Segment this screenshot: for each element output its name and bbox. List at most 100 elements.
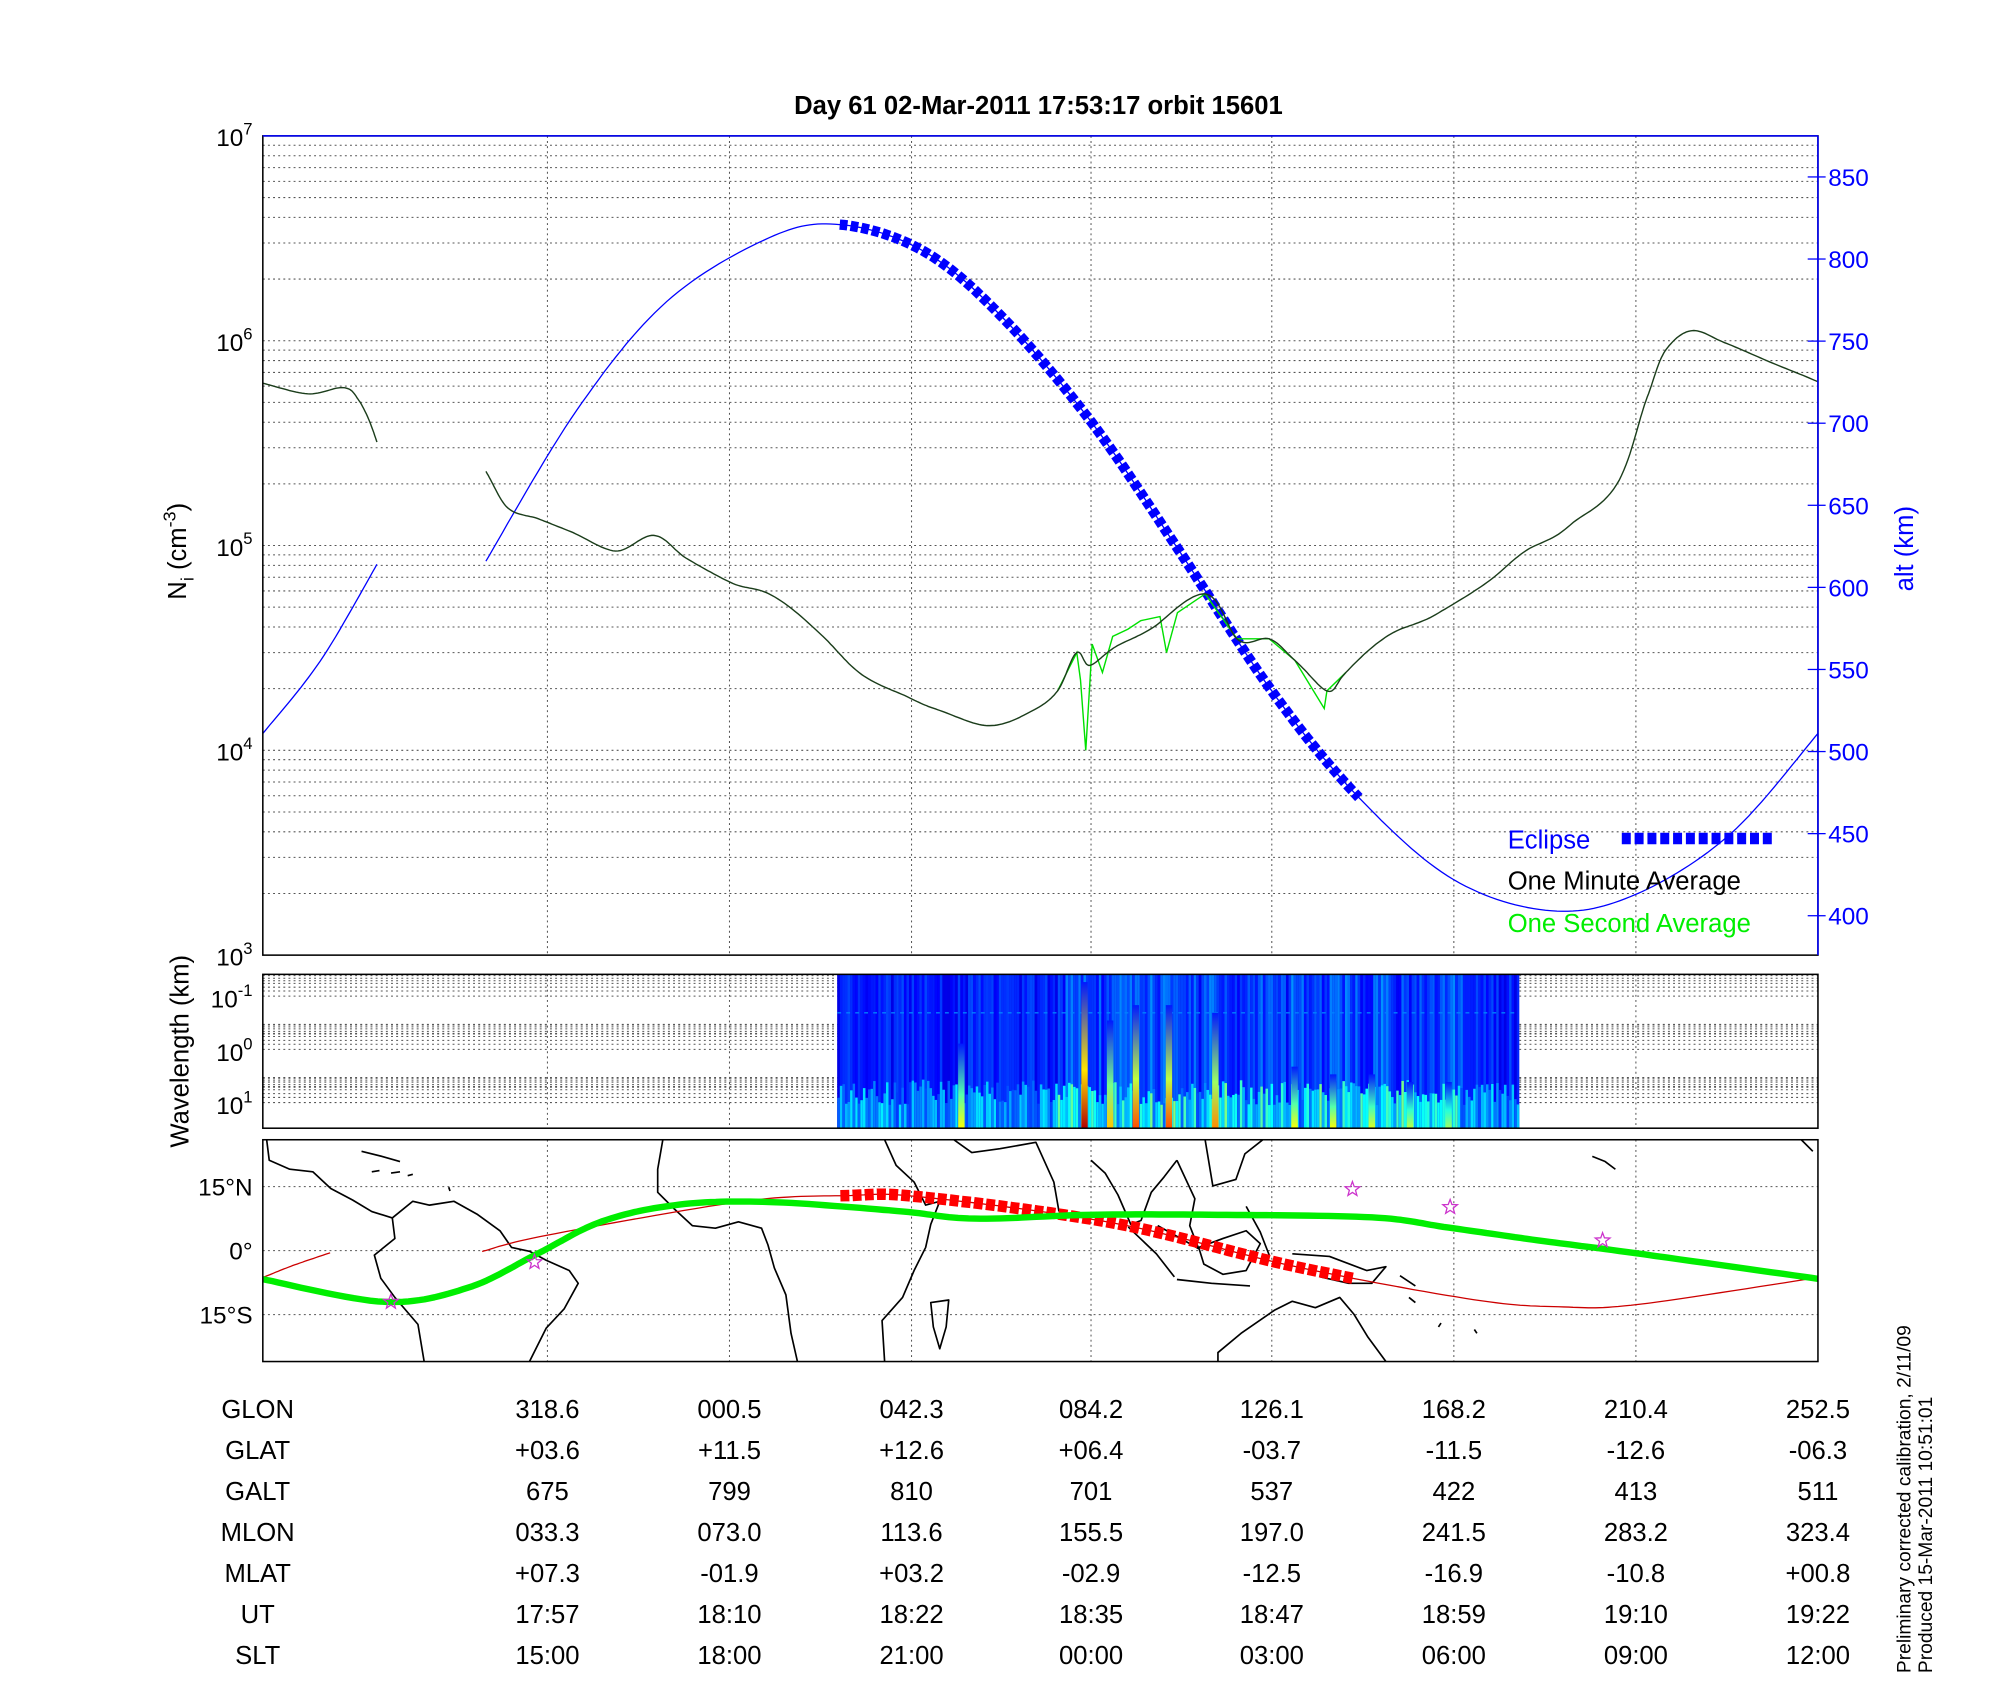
- altitude-line: [262, 564, 378, 734]
- coast-arabia: [953, 1139, 1060, 1212]
- spectrogram-burst: [1212, 1012, 1219, 1129]
- altitude-y-label: alt (km): [1891, 506, 1919, 591]
- tick-exponent: 3: [243, 939, 252, 958]
- green-track-line: [262, 1198, 1818, 1306]
- table-cell: 000.5: [697, 1396, 761, 1424]
- spectrogram-y-tick-label: 100: [216, 1034, 252, 1067]
- table-cell: 18:59: [1422, 1601, 1486, 1629]
- tick-base: 10: [216, 1040, 243, 1067]
- table-cell: 03:00: [1240, 1642, 1304, 1670]
- coast-north-america: [265, 1139, 393, 1219]
- table-cell: 06:00: [1422, 1642, 1486, 1670]
- table-cell: 17:57: [515, 1601, 579, 1629]
- table-cell: -12.5: [1243, 1560, 1301, 1588]
- table-row: UT 17:57 18:10 18:22 18:35 18:47 18:59 19:10 19:…: [241, 1601, 1850, 1629]
- table-row-label: GLAT: [225, 1437, 290, 1465]
- table-row-label: GALT: [225, 1478, 290, 1506]
- table-cell: 18:00: [697, 1642, 761, 1670]
- altitude-y-ticks: 400 450 500 550 600 650 700 750 800 850: [1807, 165, 1869, 931]
- table-cell: 155.5: [1059, 1519, 1123, 1547]
- density-y-tick-label: 105: [216, 529, 252, 562]
- table-cell: +11.5: [698, 1437, 761, 1465]
- density-y-label-post: ): [164, 503, 192, 512]
- coast-caribbean: [361, 1150, 451, 1192]
- table-cell: 241.5: [1422, 1519, 1486, 1547]
- table-cell: 09:00: [1604, 1642, 1668, 1670]
- spectrogram-axes-box: [262, 973, 1819, 1129]
- legend-minute-label: One Minute Average: [1508, 868, 1741, 896]
- table-cell: 12:00: [1786, 1642, 1850, 1670]
- table-cell: 283.2: [1604, 1519, 1668, 1547]
- table-cell: 033.3: [515, 1519, 579, 1547]
- calibration-note: Preliminary corrected calibration, 2/11/…: [1894, 1325, 1915, 1673]
- table-cell: +07.3: [515, 1560, 580, 1588]
- eclipse-segment: [839, 219, 1363, 802]
- eclipse-track-segment: [840, 1188, 1355, 1285]
- table-row-label: MLAT: [224, 1560, 291, 1588]
- altitude-tick-label: 450: [1828, 822, 1869, 849]
- table-cell: 18:22: [879, 1601, 943, 1629]
- table-row: GLAT +03.6 +11.5 +12.6 +06.4 -03.7 -11.5 -12.6 -…: [225, 1437, 1847, 1465]
- tick-exponent: 5: [243, 529, 252, 548]
- table-cell: 210.4: [1604, 1396, 1668, 1424]
- table-row: MLAT +07.3 -01.9 +03.2 -02.9 -12.5 -16.9 -10.8 +…: [224, 1560, 1850, 1588]
- table-cell: -12.6: [1607, 1437, 1665, 1465]
- map-y-tick-label: 15°S: [200, 1303, 253, 1330]
- table-cell: -11.5: [1426, 1437, 1483, 1465]
- altitude-line: [485, 223, 1819, 912]
- tick-base: 10: [216, 330, 243, 357]
- coast-madagascar: [929, 1299, 950, 1350]
- spectrogram-burst: [1445, 1082, 1452, 1129]
- altitude-tick-label: 400: [1828, 904, 1869, 931]
- table-cell: 18:47: [1240, 1601, 1304, 1629]
- density-y-label: Ni (cm-3): [160, 503, 198, 600]
- tick-base: 10: [216, 944, 243, 971]
- table-cell: -16.9: [1425, 1560, 1483, 1588]
- table-row: GALT 675 799 810 701 537 422 413 511: [225, 1478, 1838, 1506]
- tick-exponent: 7: [243, 120, 252, 139]
- density-y-tick-label: 103: [216, 939, 252, 972]
- density-y-tick-label: 106: [216, 324, 252, 357]
- density-y-label-pre: (cm: [164, 527, 192, 577]
- spectrogram-burst: [1406, 1082, 1414, 1129]
- star-marker-icon: [1441, 1197, 1460, 1215]
- table-cell: 252.5: [1786, 1396, 1850, 1424]
- table-cell: -01.9: [700, 1560, 758, 1588]
- spectrogram-burst: [1368, 1074, 1376, 1129]
- table-row: SLT 15:00 18:00 21:00 00:00 03:00 06:00 09:00 12…: [235, 1642, 1850, 1670]
- spectrogram-burst: [1132, 1005, 1140, 1129]
- table-cell: 15:00: [515, 1642, 579, 1670]
- map-axes-box: [262, 1138, 1819, 1363]
- table-cell: 511: [1798, 1478, 1839, 1506]
- coast-south-america: [373, 1200, 580, 1362]
- spectrogram-burst: [1106, 1020, 1114, 1129]
- table-cell: 197.0: [1240, 1519, 1304, 1547]
- star-marker-icon: [381, 1292, 400, 1310]
- table-cell: 799: [708, 1478, 751, 1506]
- legend-eclipse-label: Eclipse: [1508, 827, 1591, 855]
- orbit-parameter-table: GLON 318.6 000.5 042.3 084.2 126.1 168.2 210.4 2…: [221, 1396, 1851, 1670]
- tick-base: 10: [216, 740, 243, 767]
- table-cell: 675: [526, 1478, 569, 1506]
- tick-base: 10: [216, 535, 243, 562]
- spectrogram-image: [837, 974, 1520, 1129]
- tick-exponent: 0: [243, 1034, 252, 1053]
- spectrogram-y-label: Wavelength (km): [166, 955, 194, 1148]
- table-cell: 042.3: [879, 1396, 943, 1424]
- spectrogram-burst: [1081, 982, 1088, 1129]
- table-cell: 073.0: [697, 1519, 761, 1547]
- tick-base: 10: [211, 987, 238, 1014]
- table-cell: 19:10: [1604, 1601, 1668, 1629]
- altitude-tick-label: 800: [1828, 247, 1869, 274]
- map-panel: 15°N 0° 15°S: [198, 1138, 1819, 1363]
- altitude-tick-label: 600: [1828, 575, 1869, 602]
- table-cell: 18:10: [697, 1601, 761, 1629]
- table-cell: 113.6: [880, 1519, 942, 1547]
- table-cell: 537: [1250, 1478, 1293, 1506]
- map-grid: [262, 1139, 1818, 1362]
- table-cell: -10.8: [1607, 1560, 1665, 1588]
- one-minute-average-line: [485, 329, 1819, 727]
- table-cell: 19:22: [1786, 1601, 1850, 1629]
